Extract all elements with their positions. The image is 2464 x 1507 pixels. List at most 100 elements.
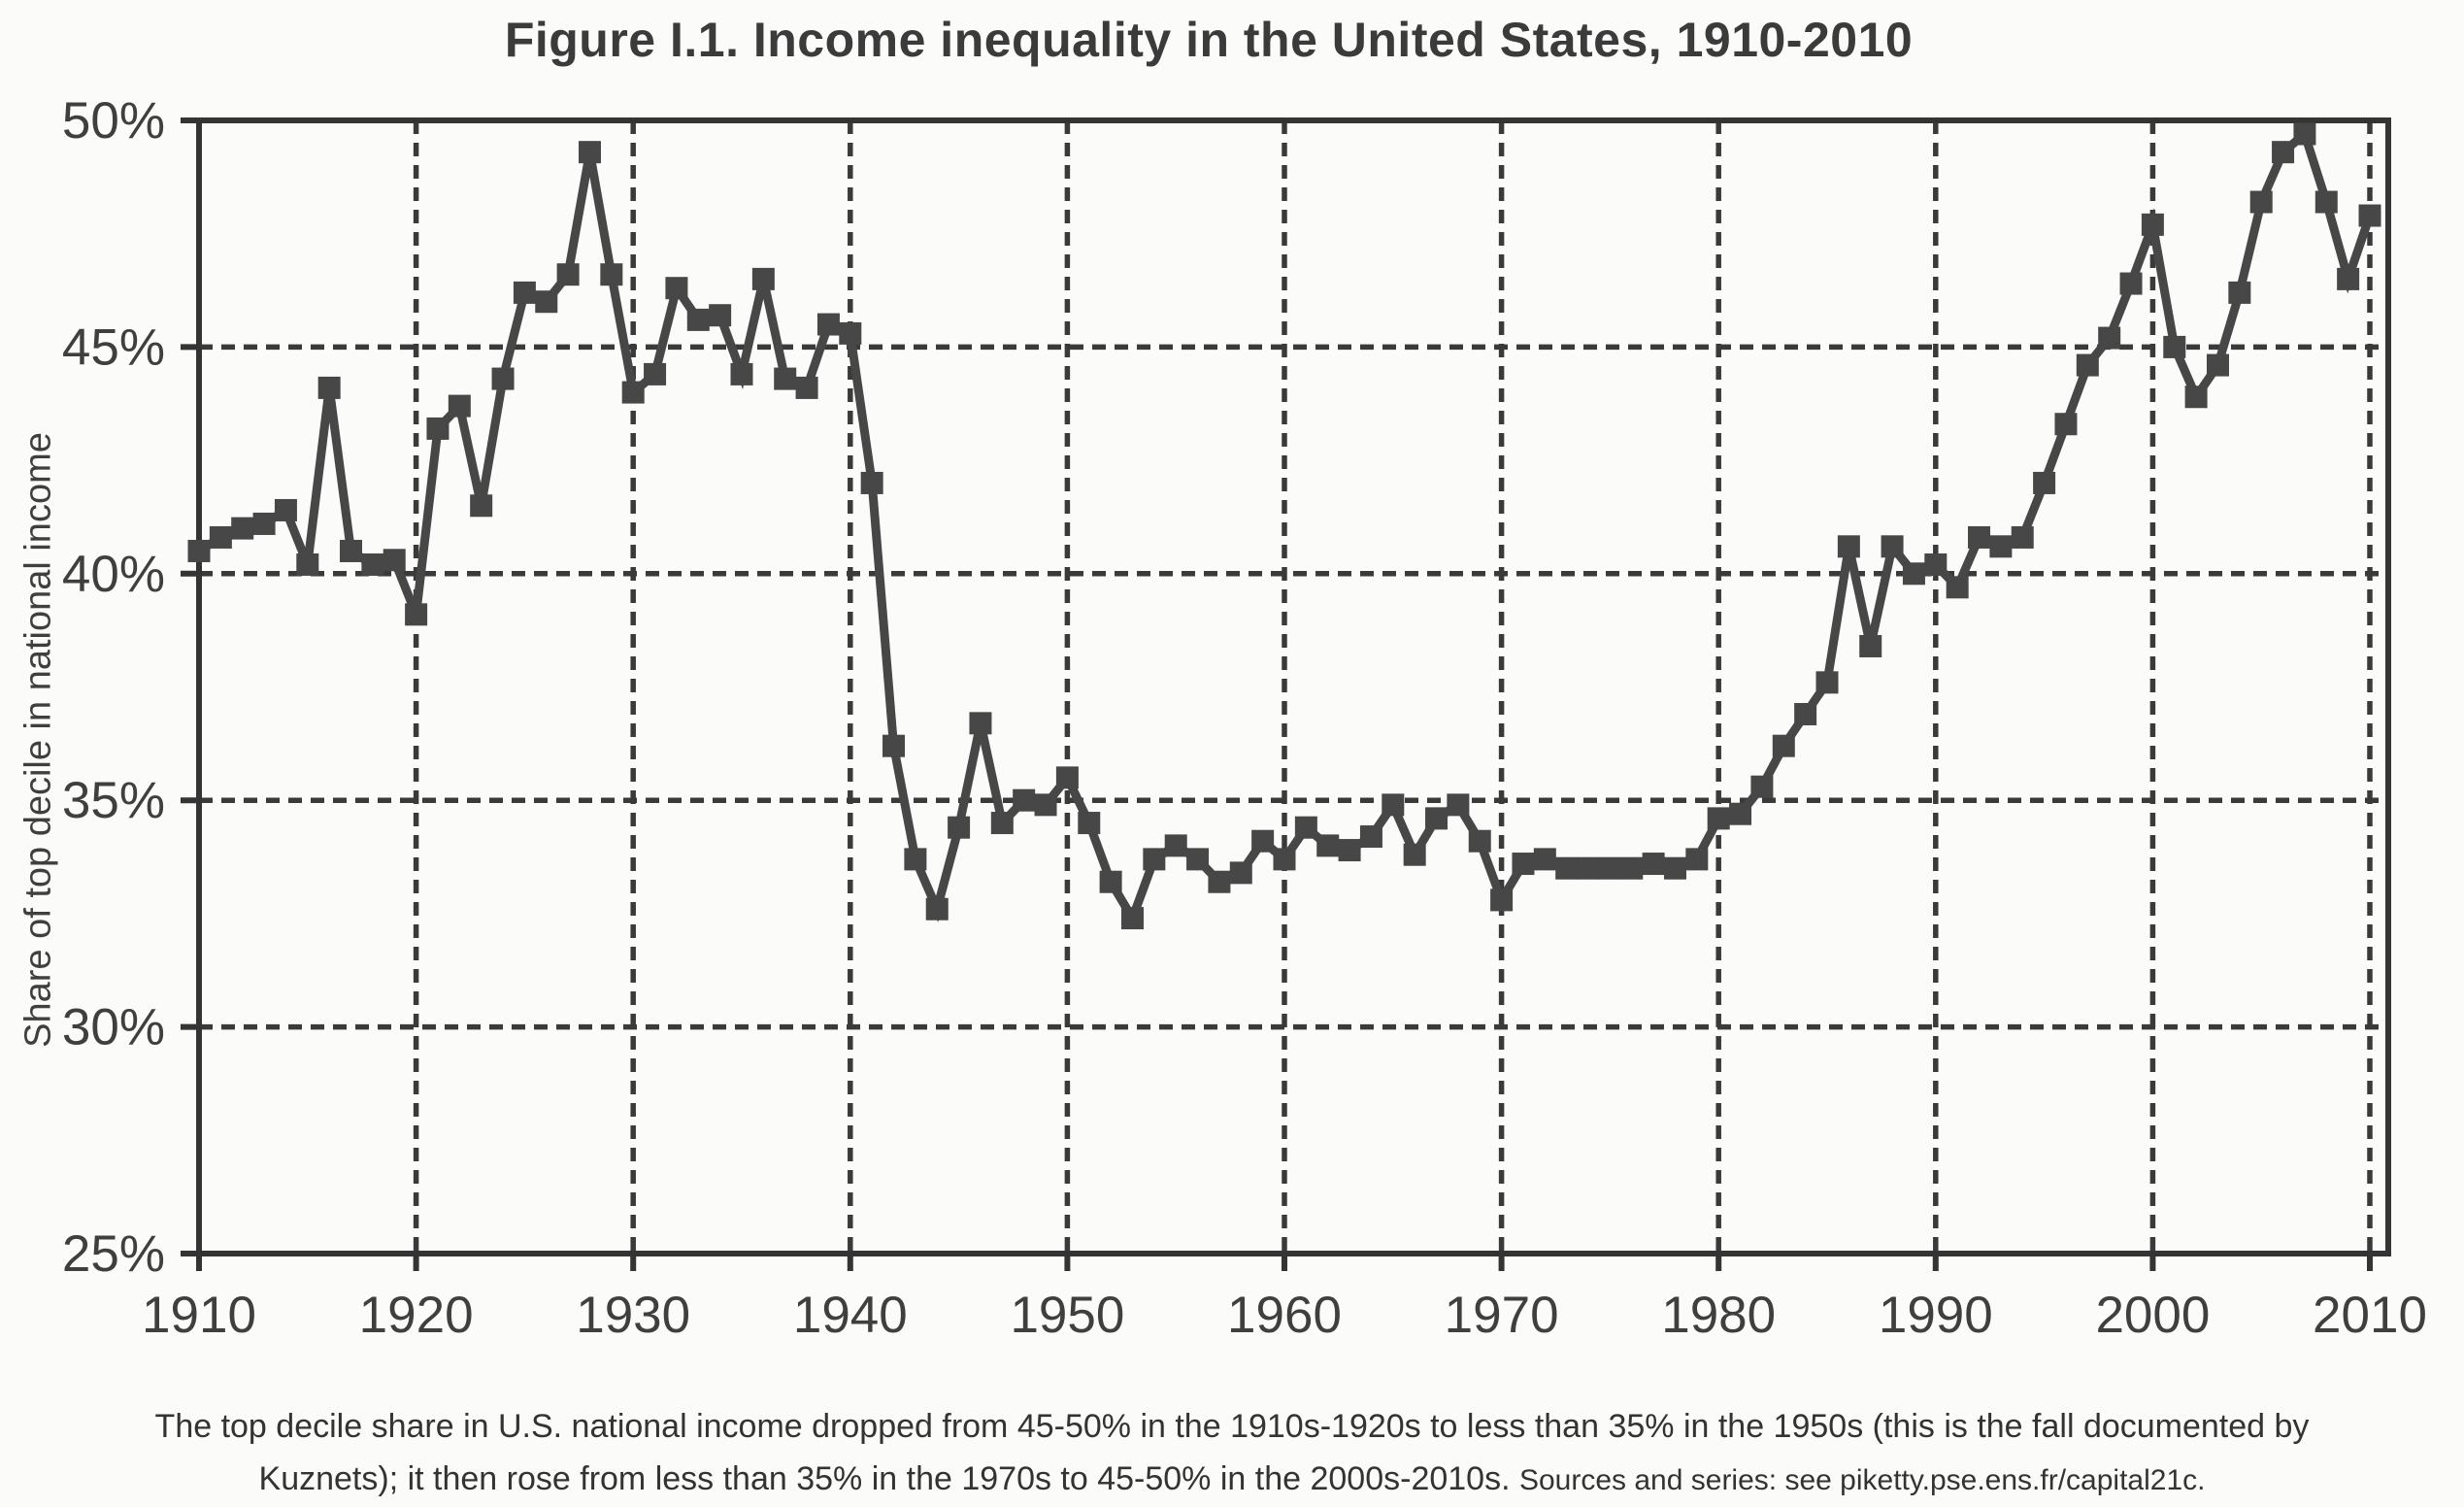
data-point	[2293, 122, 2316, 146]
data-point	[1707, 807, 1730, 830]
x-tick-label: 1930	[576, 1287, 690, 1344]
data-point	[1425, 807, 1448, 830]
data-point	[774, 367, 797, 390]
data-point	[1186, 848, 1210, 871]
data-point	[274, 498, 297, 521]
chart-title: Figure I.1. Income inequality in the Uni…	[504, 13, 1914, 67]
data-point	[1772, 734, 1795, 757]
data-point	[1468, 829, 1491, 853]
x-tick-label: 1920	[359, 1287, 474, 1344]
data-point	[1642, 853, 1665, 876]
data-point	[361, 553, 384, 576]
data-point	[2163, 335, 2186, 358]
data-point	[1208, 870, 1231, 893]
data-point	[578, 141, 601, 164]
data-point	[2076, 353, 2099, 377]
data-point	[948, 816, 971, 839]
plot-frame	[196, 117, 2391, 1256]
data-point	[1946, 576, 1969, 599]
data-point	[1902, 562, 1925, 586]
data-point	[1251, 829, 1275, 853]
data-point	[904, 848, 927, 871]
data-point	[2314, 190, 2338, 214]
x-tick-label: 1990	[1879, 1287, 1993, 1344]
data-point	[470, 494, 493, 518]
data-point	[1294, 816, 1317, 839]
data-point	[1273, 848, 1296, 871]
data-point	[1989, 535, 2013, 558]
data-point	[2249, 190, 2273, 214]
data-point	[1099, 870, 1122, 893]
data-point	[1533, 848, 1556, 871]
data-point	[1598, 856, 1621, 880]
data-point	[730, 362, 753, 385]
x-tick-label: 2010	[2313, 1287, 2427, 1344]
x-tick-label: 1910	[142, 1287, 256, 1344]
data-point	[187, 539, 211, 562]
data-point	[1924, 553, 1948, 576]
data-point	[665, 277, 688, 300]
data-point	[2011, 525, 2034, 549]
data-point	[1794, 703, 1817, 726]
data-point	[317, 376, 341, 399]
y-tick-label: 30%	[62, 999, 165, 1056]
data-point	[1143, 848, 1166, 871]
data-point	[231, 517, 254, 540]
data-point	[1859, 634, 1882, 657]
data-point	[1120, 907, 1144, 930]
caption-line-1: The top decile share in U.S. national in…	[154, 1408, 2310, 1445]
data-point	[1555, 856, 1579, 880]
data-point	[1577, 856, 1600, 880]
data-point	[448, 394, 471, 418]
data-point	[383, 549, 406, 572]
data-point	[1229, 861, 1252, 885]
data-point	[925, 897, 949, 921]
y-tick-label: 45%	[62, 318, 165, 376]
data-point	[2337, 267, 2360, 290]
data-point	[535, 290, 558, 314]
data-point	[2184, 385, 2208, 409]
data-point	[556, 263, 580, 286]
data-point	[1078, 812, 1101, 835]
data-point	[2141, 213, 2164, 236]
x-tick-label: 1980	[1661, 1287, 1776, 1344]
data-point	[1164, 834, 1187, 857]
caption-line-2: Kuznets); it then rose from less than 35…	[0, 1453, 2464, 1507]
data-point	[252, 512, 276, 535]
data-point	[2119, 272, 2143, 295]
data-point	[816, 313, 840, 336]
y-tick-label: 35%	[62, 772, 165, 829]
data-point	[1338, 839, 1361, 862]
data-point	[1881, 535, 1904, 558]
caption-sources: Sources and series: see piketty.pse.ens.…	[1518, 1464, 2206, 1496]
data-point	[686, 308, 710, 331]
data-point	[296, 553, 319, 576]
data-point	[1729, 802, 1752, 825]
data-point	[1620, 856, 1644, 880]
data-point	[1382, 793, 1405, 817]
data-point	[882, 734, 906, 757]
caption-line-2-main: Kuznets); it then rose from less than 35…	[258, 1460, 1511, 1497]
data-point	[1685, 848, 1709, 871]
data-point	[2358, 204, 2381, 227]
data-point	[491, 367, 515, 390]
data-point	[1055, 766, 1079, 789]
data-point	[860, 471, 883, 494]
data-point	[340, 539, 363, 562]
x-tick-label: 2000	[2095, 1287, 2210, 1344]
data-point	[839, 321, 862, 345]
data-point	[209, 525, 232, 549]
data-point	[2272, 141, 2295, 164]
data-point	[990, 812, 1014, 835]
data-point	[1663, 856, 1686, 880]
data-point	[405, 603, 428, 626]
data-point	[621, 381, 645, 404]
data-point	[600, 263, 623, 286]
y-tick-label: 40%	[62, 546, 165, 603]
data-point	[1968, 525, 1991, 549]
data-point	[1447, 793, 1470, 817]
data-point	[1034, 793, 1057, 817]
data-point	[1750, 775, 1774, 798]
data-point	[1403, 843, 1426, 866]
data-point	[2228, 281, 2251, 304]
